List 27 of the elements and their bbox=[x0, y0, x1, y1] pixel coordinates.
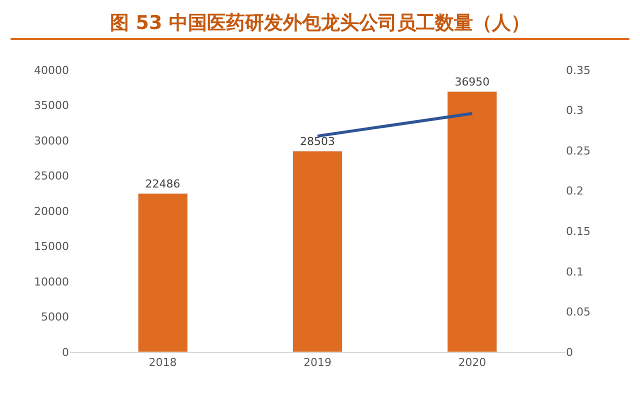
x-tick-label: 2019 bbox=[304, 356, 332, 370]
y-tick-label: 15000 bbox=[34, 240, 69, 254]
y2-tick-label: 0.3 bbox=[566, 104, 584, 118]
bar bbox=[292, 150, 342, 352]
y-tick-label: 5000 bbox=[41, 310, 69, 324]
y2-tick-label: 0.25 bbox=[566, 144, 590, 158]
y2-tick-label: 0 bbox=[566, 346, 573, 359]
y2-tick-label: 0.35 bbox=[566, 64, 590, 77]
y-tick-label: 30000 bbox=[34, 134, 69, 148]
text: 36950 bbox=[454, 76, 490, 88]
y-tick-label: 35000 bbox=[34, 99, 69, 112]
y-tick-label: 25000 bbox=[34, 170, 69, 183]
x-tick-label: 2020 bbox=[458, 356, 486, 370]
x-tick-label: 2018 bbox=[148, 356, 177, 370]
y2-tick-label: 0.05 bbox=[566, 306, 590, 319]
text: 28503 bbox=[300, 135, 335, 148]
y2-tick-label: 0.15 bbox=[566, 224, 590, 238]
y-tick-label: 0 bbox=[62, 346, 69, 359]
y2-tick-label: 0.2 bbox=[566, 184, 584, 198]
bar bbox=[138, 193, 188, 352]
y-tick-label: 10000 bbox=[34, 275, 69, 288]
chart-title: 图 53 中国医药研发外包龙头公司员工数量（人） bbox=[110, 12, 530, 34]
y-tick-label: 20000 bbox=[34, 204, 69, 218]
y2-tick-label: 0.1 bbox=[566, 265, 584, 278]
text: 22486 bbox=[145, 177, 180, 190]
y-tick-label: 40000 bbox=[34, 64, 69, 77]
bar bbox=[447, 91, 498, 352]
